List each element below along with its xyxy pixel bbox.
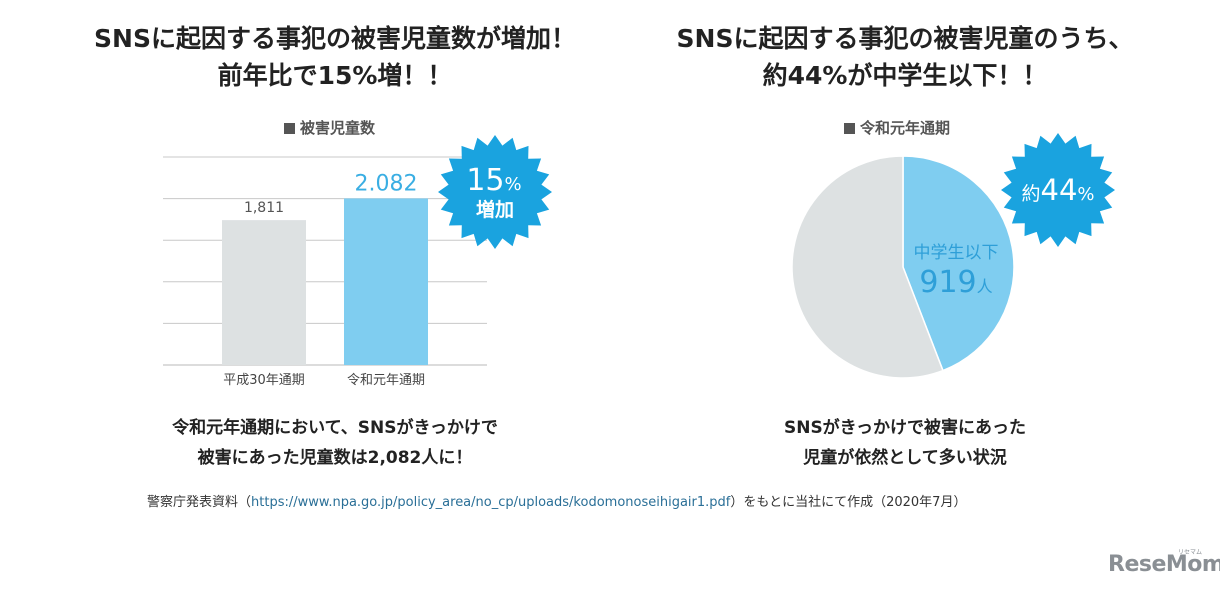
legend-square-icon <box>844 123 855 134</box>
left-caption-line2: 被害にあった児童数は2,082人に！ <box>197 448 473 468</box>
right-caption-line1: SNSがきっかけで被害にあった <box>783 418 1027 438</box>
starburst-badge-right <box>1001 133 1115 247</box>
brand-logo: ReseMom <box>1108 552 1220 577</box>
brand-name: ReseMom <box>1108 552 1220 577</box>
left-caption: 令和元年通期において、SNSがきっかけで 被害にあった児童数は2,082人に！ <box>40 413 630 473</box>
badge-left-text: 増加 <box>476 198 514 221</box>
badge-right-number: 44 <box>1041 173 1078 207</box>
source-note: 警察庁発表資料（https://www.npa.go.jp/policy_are… <box>147 491 966 510</box>
pie-legend: 令和元年通期 <box>844 117 950 138</box>
legend-square-icon <box>284 123 295 134</box>
source-suffix: ）をもとに当社にて作成（2020年7月） <box>730 495 967 510</box>
source-prefix: 警察庁発表資料（ <box>147 495 252 510</box>
left-title-line1: SNSに起因する事犯の被害児童数が増加！ <box>94 24 576 53</box>
badge-right-prefix: 約 <box>1021 183 1040 205</box>
badge-right-unit: % <box>1077 184 1094 205</box>
pie-legend-label: 令和元年通期 <box>860 119 951 137</box>
right-title-line1: SNSに起因する事犯の被害児童のうち、 <box>676 24 1134 53</box>
right-title-line2: 約44%が中学生以下！！ <box>762 61 1048 90</box>
starburst-badge-left <box>438 135 552 249</box>
left-title: SNSに起因する事犯の被害児童数が増加！ 前年比で15%増！！ <box>40 20 630 94</box>
right-caption: SNSがきっかけで被害にあった 児童が依然として多い状況 <box>610 413 1200 473</box>
bar-legend: 被害児童数 <box>284 117 375 138</box>
brand-sub: リセマム <box>1178 549 1203 556</box>
source-url-link[interactable]: https://www.npa.go.jp/policy_area/no_cp/… <box>251 495 731 510</box>
badge-left-unit: % <box>505 174 522 195</box>
right-title: SNSに起因する事犯の被害児童のうち、 約44%が中学生以下！！ <box>610 20 1200 94</box>
bar-legend-label: 被害児童数 <box>300 119 376 137</box>
left-title-line2: 前年比で15%増！！ <box>217 61 453 90</box>
left-caption-line1: 令和元年通期において、SNSがきっかけで <box>172 418 498 438</box>
badge-left-number: 15% <box>466 163 521 198</box>
right-caption-line2: 児童が依然として多い状況 <box>803 448 1007 468</box>
badge-right-value: 約44% <box>1021 173 1094 207</box>
